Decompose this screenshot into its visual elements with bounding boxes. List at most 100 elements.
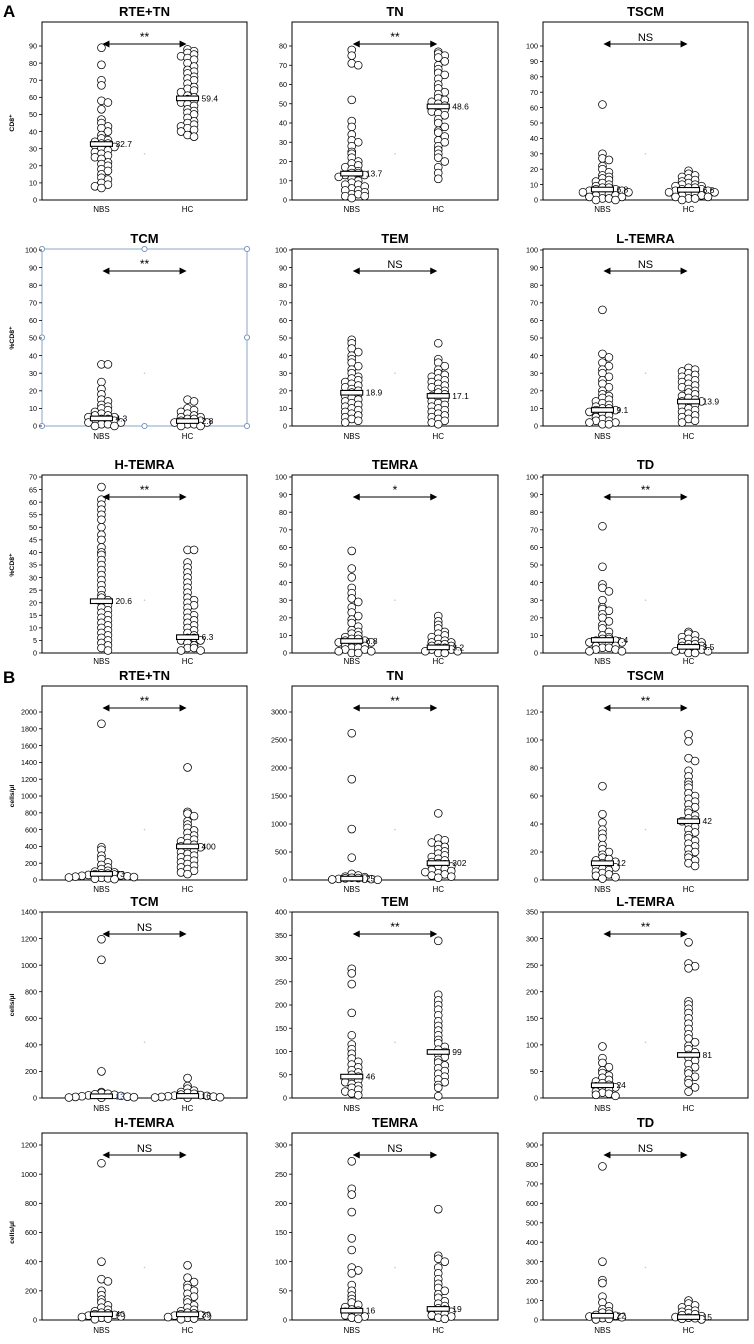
panel-b-l-temra: L-TEMRA 0 50 100 150 200 250 300 350 NBS HC 24 81 ** bbox=[526, 894, 749, 1113]
series-nbs bbox=[591, 1042, 620, 1101]
y-tick-label: 600 bbox=[526, 1199, 538, 1208]
median-label: 25 bbox=[366, 874, 376, 884]
x-category-label: HC bbox=[432, 432, 444, 441]
arrow-head-right bbox=[179, 493, 187, 501]
x-category-label: HC bbox=[683, 1104, 695, 1113]
data-point bbox=[684, 737, 693, 746]
y-tick-label: 800 bbox=[25, 1199, 37, 1208]
y-axis-label: %CD8⁺ bbox=[9, 326, 16, 350]
data-point bbox=[604, 419, 614, 429]
y-tick-label: 3000 bbox=[271, 708, 287, 717]
data-point bbox=[684, 938, 693, 947]
plot-frame bbox=[291, 1132, 499, 1321]
y-tick-label: 400 bbox=[25, 842, 37, 851]
data-point bbox=[183, 869, 192, 879]
x-category-label: NBS bbox=[93, 1326, 109, 1335]
data-point bbox=[97, 377, 106, 387]
arrow-head-right bbox=[430, 704, 438, 712]
y-tick-label: 50 bbox=[279, 1287, 287, 1296]
y-tick-label: 0 bbox=[534, 649, 538, 658]
y-tick-label: 250 bbox=[275, 977, 287, 986]
y-tick-label: 200 bbox=[526, 987, 538, 996]
data-point bbox=[433, 873, 443, 883]
data-point bbox=[202, 1312, 212, 1321]
median-label: 40 bbox=[115, 1309, 125, 1319]
y-tick-label: 0 bbox=[283, 1094, 287, 1103]
y-tick-label: 350 bbox=[526, 908, 538, 917]
x-category-label: HC bbox=[182, 657, 194, 666]
plot-frame bbox=[542, 1132, 749, 1321]
panel-a-td: TD 0 10 20 30 40 50 60 70 80 90 100 NBS HC 7.4 3.5 ** bbox=[526, 457, 749, 666]
y-tick-label: 900 bbox=[526, 1141, 538, 1150]
y-tick-label: 50 bbox=[29, 110, 37, 119]
data-point bbox=[347, 573, 357, 582]
panel-a-tem: TEM 0 10 20 30 40 50 60 70 80 90 100 NBS HC 18.9 17.1 NS bbox=[275, 231, 499, 441]
chart-title: TN bbox=[386, 4, 403, 19]
arrow-head-left bbox=[102, 1151, 110, 1159]
x-category-label: NBS bbox=[594, 1104, 610, 1113]
y-tick-label: 60 bbox=[279, 543, 287, 552]
panel-b-tcm: TCM 0 200 400 600 800 1000 1200 1400 cells/µl NBS H… bbox=[9, 894, 248, 1113]
y-tick-label: 45 bbox=[29, 536, 37, 545]
x-category-label: NBS bbox=[594, 205, 610, 214]
selection-handle[interactable] bbox=[243, 245, 251, 253]
selection-handle[interactable] bbox=[243, 422, 251, 430]
y-tick-label: 1000 bbox=[271, 820, 287, 829]
data-point bbox=[611, 1091, 620, 1101]
marker-dot bbox=[143, 828, 146, 831]
median-label: 19 bbox=[452, 1304, 462, 1314]
panel-a-tn: TN 0 10 20 30 40 50 60 70 80 NBS HC 13.7 48.6 ** bbox=[279, 4, 499, 214]
data-point bbox=[150, 1093, 160, 1102]
y-tick-label: 70 bbox=[279, 299, 287, 308]
selection-handle[interactable] bbox=[243, 334, 251, 341]
data-point bbox=[353, 347, 363, 357]
data-point bbox=[440, 70, 450, 80]
median-label: 59.4 bbox=[202, 93, 219, 103]
arrow-head-right bbox=[430, 493, 438, 501]
y-tick-label: 55 bbox=[29, 510, 37, 519]
x-category-label: NBS bbox=[93, 205, 109, 214]
y-tick-label: 0 bbox=[33, 1094, 37, 1103]
panel-b-td: TD 0 100 200 300 400 500 600 700 800 900 NBS HC 22 15 N… bbox=[526, 1115, 749, 1335]
arrow-head-right bbox=[680, 267, 688, 275]
data-point bbox=[196, 421, 205, 431]
plot-frame bbox=[41, 21, 248, 201]
data-point bbox=[64, 1093, 74, 1102]
y-tick-label: 90 bbox=[29, 42, 37, 51]
data-point bbox=[183, 763, 192, 772]
y-tick-label: 200 bbox=[25, 1287, 37, 1296]
arrow-head-left bbox=[352, 930, 360, 938]
data-point bbox=[103, 646, 113, 655]
y-tick-label: 250 bbox=[526, 961, 538, 970]
selection-handle[interactable] bbox=[141, 422, 148, 430]
data-point bbox=[196, 646, 205, 655]
data-point bbox=[598, 583, 607, 593]
median-label: 12 bbox=[616, 858, 626, 868]
selection-handle[interactable] bbox=[141, 245, 148, 253]
median-label: 7.4 bbox=[616, 635, 628, 645]
data-point bbox=[189, 132, 199, 141]
x-category-label: HC bbox=[683, 205, 695, 214]
y-tick-label: 40 bbox=[29, 351, 37, 360]
series-nbs bbox=[340, 335, 363, 427]
data-point bbox=[347, 1234, 357, 1243]
data-point bbox=[604, 155, 614, 165]
y-tick-label: 0 bbox=[33, 1316, 37, 1325]
data-point bbox=[347, 729, 357, 738]
y-tick-label: 100 bbox=[275, 473, 287, 482]
y-axis-label: CD8⁺ bbox=[9, 114, 16, 132]
data-point bbox=[347, 193, 357, 203]
data-point bbox=[703, 192, 713, 202]
y-tick-label: 0 bbox=[534, 196, 538, 205]
median-label: 6.8 bbox=[616, 185, 628, 195]
data-point bbox=[353, 361, 363, 371]
data-point bbox=[353, 597, 363, 607]
y-tick-label: 100 bbox=[526, 42, 538, 51]
median-label: 48.6 bbox=[452, 101, 469, 111]
significance-label: ** bbox=[140, 694, 150, 708]
data-point bbox=[585, 646, 594, 656]
y-tick-label: 0 bbox=[33, 876, 37, 885]
median-label: 13.9 bbox=[703, 397, 720, 407]
selection-handle[interactable] bbox=[38, 245, 46, 253]
selection-handle[interactable] bbox=[38, 334, 46, 341]
